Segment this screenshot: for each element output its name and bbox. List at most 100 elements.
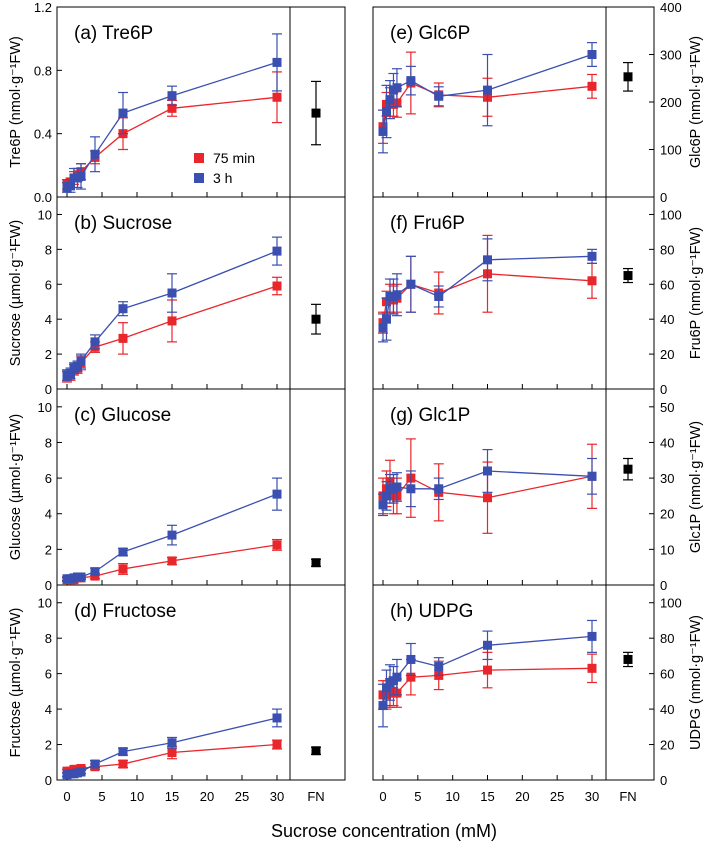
panel-title: (b) Sucrose (74, 213, 172, 234)
data-point (118, 759, 128, 769)
data-point (381, 107, 391, 116)
fn-point (311, 558, 321, 568)
y-tick-label: 2 (45, 542, 52, 557)
y-tick-label: 4 (45, 507, 52, 522)
y-tick-label: 8 (45, 631, 52, 646)
y-tick-label: 300 (660, 48, 682, 63)
x-tick-label: 0 (379, 789, 386, 804)
fn-point (623, 72, 633, 82)
data-point (73, 361, 82, 371)
panel-title: (e) Glc6P (390, 23, 470, 44)
x-tick-label: 10 (445, 789, 459, 804)
y-tick-label: 4 (45, 702, 52, 717)
panel-title: (h) UDPG (390, 601, 473, 622)
x-tick-label: 25 (235, 789, 249, 804)
data-point (118, 108, 128, 118)
data-point (406, 76, 416, 86)
y-tick-label: 0.0 (34, 190, 52, 205)
data-point (118, 747, 128, 757)
data-point (272, 489, 282, 499)
y-tick-label: 20 (660, 507, 674, 522)
series-line (66, 61, 278, 189)
y-tick-label: 10 (38, 207, 52, 222)
data-point (167, 103, 177, 113)
y-tick-label: 8 (45, 435, 52, 450)
data-point (76, 356, 86, 366)
data-point (392, 83, 402, 93)
x-tick-label: 30 (585, 789, 599, 804)
fn-point (623, 654, 633, 664)
y-tick-label: 10 (660, 542, 674, 557)
y-tick-label: 10 (38, 400, 52, 415)
y-tick-label: 60 (660, 277, 674, 292)
data-point (118, 547, 128, 557)
y-tick-label: 0.8 (34, 63, 52, 78)
data-point (434, 662, 444, 672)
y-tick-label: 2 (45, 738, 52, 753)
panel-title: (c) Glucose (74, 405, 171, 426)
y-tick-label: 80 (660, 242, 674, 257)
y-axis-label: Glc1P (nmol·g⁻¹FW) (688, 421, 704, 553)
data-point (434, 91, 444, 101)
x-tick-label: 5 (98, 789, 105, 804)
panel-title: (d) Fructose (74, 601, 176, 622)
x-tick-label: 0 (63, 789, 70, 804)
x-tick-label: 15 (480, 789, 494, 804)
data-point (76, 572, 86, 582)
data-point (167, 738, 177, 748)
data-point (90, 149, 100, 159)
panel-frame (372, 584, 655, 781)
y-tick-label: 100 (660, 596, 682, 611)
legend-marker (194, 173, 204, 183)
data-point (378, 126, 388, 136)
y-tick-label: 100 (660, 207, 682, 222)
fn-point (311, 314, 321, 324)
data-point (434, 484, 444, 494)
data-point (587, 631, 597, 641)
y-axis-label: Tre6P (nmol·g⁻¹FW) (8, 36, 24, 168)
panel-frame (56, 584, 346, 781)
x-tick-label: 20 (200, 789, 214, 804)
legend-label: 3 h (213, 170, 232, 186)
y-tick-label: 0 (45, 382, 52, 397)
y-axis-label: Sucrose (µmol·g⁻¹FW) (8, 220, 24, 367)
data-point (118, 564, 128, 574)
data-point (118, 304, 128, 314)
y-tick-label: 0 (660, 190, 667, 205)
y-tick-label: 100 (660, 143, 682, 158)
legend-marker (194, 153, 204, 163)
y-tick-label: 20 (660, 347, 674, 362)
y-tick-label: 4 (45, 312, 52, 327)
x-tick-label: 25 (550, 789, 564, 804)
data-point (167, 556, 177, 566)
fn-point (623, 464, 633, 474)
y-tick-label: 0 (660, 382, 667, 397)
y-tick-label: 0 (45, 578, 52, 593)
data-point (483, 640, 492, 650)
y-axis-label: Fru6P (nmol·g⁻¹FW) (688, 227, 704, 359)
data-point (167, 288, 177, 298)
data-point (483, 85, 492, 95)
data-point (392, 290, 402, 300)
data-point (272, 246, 282, 256)
data-point (587, 50, 597, 59)
y-axis-label: UDPG (nmol·g⁻¹FW) (688, 615, 704, 750)
panel-f: 0 20 40 60 80 100 (f) Fru6P Fru6P (nmol·g⁻¹FW) (372, 196, 704, 397)
data-point (66, 181, 75, 191)
panel-d: 0 2 4 6 8 10 0 5 10 15 20 25 30 FN (d) Fructose Fructos… (8, 584, 346, 804)
data-point (90, 567, 100, 577)
data-point (118, 333, 128, 343)
data-point (272, 57, 282, 67)
data-point (587, 276, 597, 286)
data-point (406, 484, 416, 494)
y-tick-label: 6 (45, 667, 52, 682)
panel-c: 0 2 4 6 8 10 (c) Glucose Glucose (µmol·g⁻¹FW) (8, 388, 346, 593)
data-point (406, 654, 416, 664)
data-point (587, 471, 597, 481)
y-tick-label: 60 (660, 667, 674, 682)
x-tick-label: 10 (130, 789, 144, 804)
data-point (272, 92, 282, 102)
y-tick-label: 6 (45, 277, 52, 292)
panel-title: (a) Tre6P (74, 23, 153, 44)
panel-b: 0 2 4 6 8 10 (b) Sucrose Sucrose (µmol·g⁻¹FW) (8, 196, 346, 397)
